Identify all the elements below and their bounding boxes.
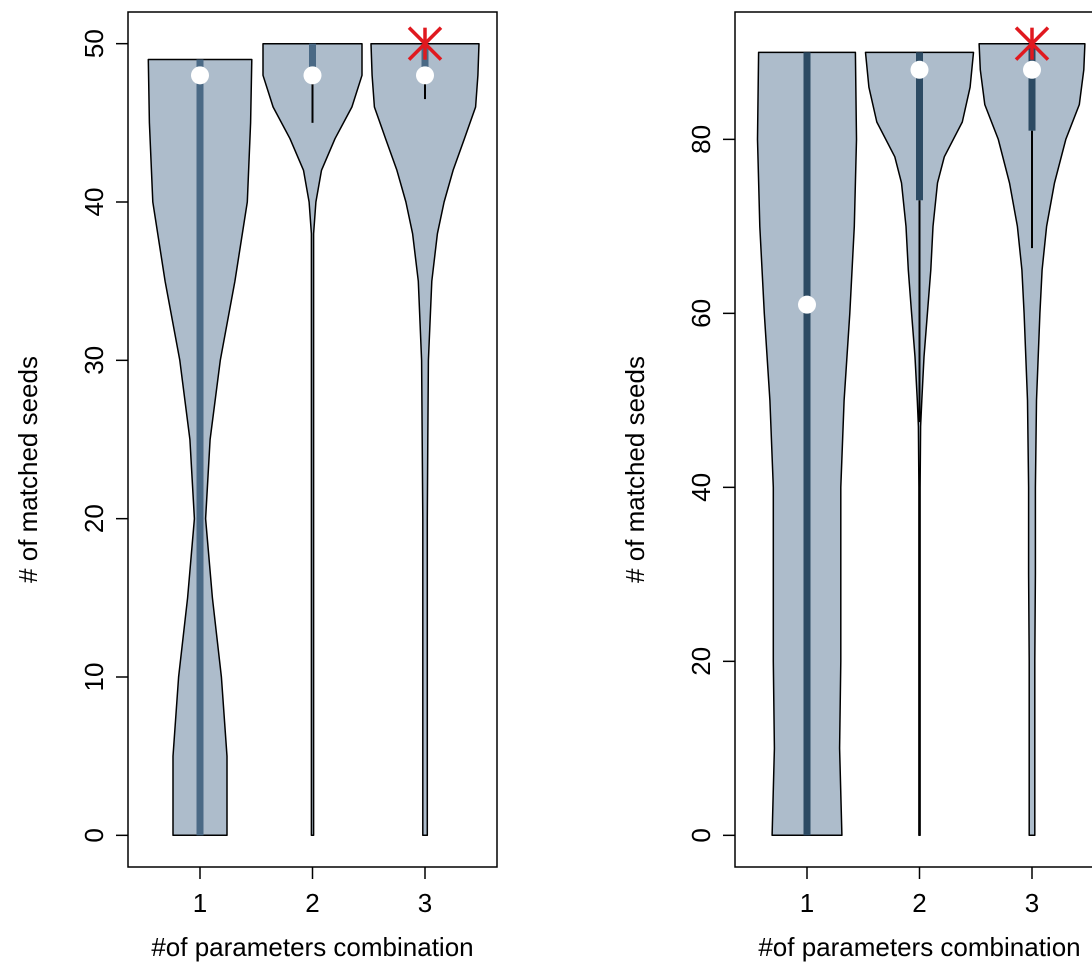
box: [803, 52, 811, 836]
violin: [370, 42, 480, 837]
box: [309, 43, 316, 69]
panel: 0 20 40 60 80 1 2 3 #of parameters combination # …: [620, 11, 1092, 962]
x-tick-label: 3: [1025, 888, 1039, 918]
median: [191, 66, 209, 85]
y-tick-label: 20: [79, 504, 109, 533]
x-tick-label: 3: [418, 888, 432, 918]
x-tick-label: 2: [912, 888, 926, 918]
x-tick-label: 1: [193, 888, 207, 918]
x-tick-label: 1: [800, 888, 814, 918]
box: [916, 52, 923, 201]
median: [303, 66, 322, 85]
box: [1028, 43, 1036, 131]
y-tick-label: 40: [79, 188, 109, 217]
violin: [978, 42, 1086, 837]
x-axis-label: #of parameters combination: [758, 932, 1080, 962]
y-tick-label: 40: [686, 473, 716, 502]
violin: [262, 42, 363, 837]
highlight-marker: [407, 26, 443, 61]
y-tick-label: 60: [686, 299, 716, 328]
x-tick-label: 2: [305, 888, 319, 918]
y-tick-label: 30: [79, 346, 109, 375]
highlight-marker: [1014, 26, 1050, 61]
y-tick-label: 50: [79, 29, 109, 58]
median: [416, 66, 434, 85]
y-tick-label: 0: [686, 828, 716, 842]
y-tick-label: 0: [79, 828, 109, 842]
median: [798, 295, 816, 314]
x-axis-label: #of parameters combination: [151, 932, 473, 962]
y-tick-label: 80: [686, 125, 716, 154]
y-tick-label: 20: [686, 647, 716, 676]
y-tick-label: 10: [79, 663, 109, 692]
median: [1023, 60, 1041, 79]
y-axis-label: # of matched seeds: [13, 356, 43, 583]
median: [910, 60, 929, 79]
panel: 0 10 20 30 40 50 1 2 3 #of parameters combination…: [13, 11, 498, 962]
violin: [864, 51, 975, 837]
y-axis-label: # of matched seeds: [620, 356, 650, 583]
box: [196, 59, 204, 836]
